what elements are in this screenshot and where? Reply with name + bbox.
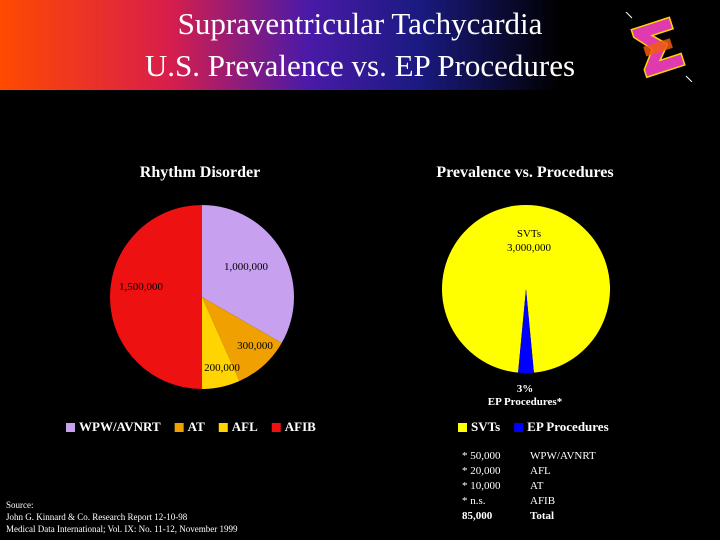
source-line2: John G. Kinnard & Co. Research Report 12… (6, 512, 188, 522)
legend-swatch (271, 423, 281, 432)
slide-title-line2: U.S. Prevalence vs. EP Procedures (144, 48, 576, 83)
table-row: * 10,000 AT (462, 479, 620, 494)
left-data-label: 200,000 (204, 362, 240, 374)
left-data-label: 1,500,000 (119, 281, 164, 293)
table-label: AT (530, 480, 544, 492)
right-data-label: 3% (517, 383, 534, 395)
table-label: AFIB (530, 495, 556, 507)
pie-slice-wpw-avnrt (202, 205, 294, 343)
right-data-labels: SVTs 3,000,000 3%EP Procedures* (488, 228, 563, 408)
legend-swatch (458, 423, 467, 432)
legend-label: SVTs (471, 419, 500, 434)
legend-label: AT (188, 419, 205, 434)
table-value: 85,000 (462, 510, 493, 522)
right-data-label: EP Procedures* (488, 396, 563, 408)
table-value: * 20,000 (462, 465, 501, 477)
table-label: Total (530, 510, 555, 522)
legend-label: AFL (232, 419, 258, 434)
procedures-table: * 50,000 WPW/AVNRT * 20,000 AFL * 10,000… (462, 449, 620, 524)
table-value: * 50,000 (462, 450, 501, 462)
left-data-labels: 1,000,000 300,000 200,000 1,500,000 (119, 261, 273, 374)
right-chart-title: Prevalence vs. Procedures (436, 164, 613, 181)
legend-swatch (514, 423, 524, 432)
right-pie (442, 204, 610, 373)
right-data-label: 3,000,000 (507, 242, 552, 254)
left-legend: WPW/AVNRT AT AFL AFIB (66, 419, 316, 434)
right-legend: SVTs EP Procedures (458, 419, 609, 434)
legend-label: EP Procedures (527, 419, 609, 434)
table-value: * n.s. (462, 495, 486, 507)
title-band (0, 0, 560, 90)
table-row-total: 85,000 Total (462, 509, 620, 524)
legend-swatch (218, 423, 228, 432)
source-line1: Source: (6, 500, 34, 510)
left-data-label: 1,000,000 (224, 261, 269, 273)
table-label: AFL (530, 465, 551, 477)
sigma-logo-icon (625, 12, 693, 82)
pie-slice-svts (442, 204, 610, 373)
left-chart-title: Rhythm Disorder (140, 164, 260, 181)
table-label: WPW/AVNRT (530, 450, 596, 462)
left-data-label: 300,000 (237, 340, 273, 352)
legend-swatch (174, 423, 184, 432)
slide-title-line1: Supraventricular Tachycardia (177, 6, 543, 41)
pie-slice-afib (110, 205, 202, 389)
table-value: * 10,000 (462, 480, 501, 492)
legend-swatch (66, 423, 75, 432)
left-pie (110, 205, 294, 389)
source-line3: Medical Data International; Vol. IX: No.… (6, 524, 238, 534)
table-row: * 20,000 AFL (462, 464, 620, 479)
legend-label: AFIB (285, 419, 316, 434)
pie-slice-ep-procedures (518, 289, 534, 373)
legend-label: WPW/AVNRT (79, 419, 161, 434)
right-data-label: SVTs (517, 228, 541, 240)
pie-slice-afl (202, 297, 240, 389)
table-row: * n.s. AFIB (462, 494, 620, 509)
table-row: * 50,000 WPW/AVNRT (462, 449, 620, 464)
pie-slice-at (202, 297, 282, 382)
